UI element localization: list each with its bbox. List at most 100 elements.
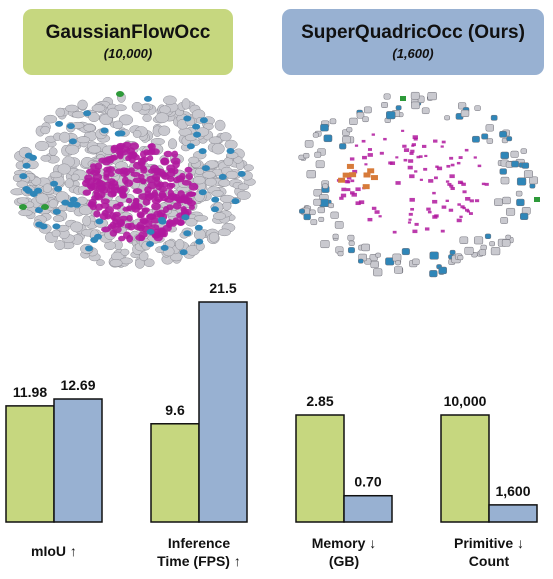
superquadric-primitive (456, 161, 461, 165)
superquadric-primitive (364, 163, 368, 166)
superquadric-primitive (516, 198, 525, 207)
gaussian-primitive (70, 173, 80, 181)
gaussian-primitive (93, 210, 101, 218)
superquadric-primitive (511, 160, 519, 168)
superquadric-primitive (313, 189, 323, 197)
gaussian-primitive (192, 175, 206, 185)
superquadric-primitive (440, 145, 444, 148)
superquadric-primitive (320, 240, 330, 249)
gaussian-primitive (194, 224, 203, 231)
superquadric-primitive (367, 153, 373, 157)
gaussian-primitive (195, 168, 205, 175)
gaussian-primitive (146, 155, 154, 162)
superquadric-primitive (350, 179, 355, 183)
superquadric-primitive (459, 215, 463, 218)
superquadric-primitive (340, 193, 347, 198)
superquadric-primitive (383, 137, 387, 141)
gaussian-primitive (54, 240, 66, 251)
gaussian-primitive (166, 182, 174, 191)
superquadric-primitive (506, 136, 513, 142)
gaussian-primitive (144, 193, 155, 201)
superquadric-primitive (395, 105, 402, 111)
superquadric-primitive (362, 184, 370, 190)
superquadric-primitive (469, 199, 474, 203)
gaussian-primitive (146, 175, 157, 184)
superquadric-primitive (363, 172, 371, 178)
gaussian-primitive (160, 244, 169, 251)
superquadric-primitive (499, 168, 507, 175)
superquadric-primitive (371, 133, 375, 136)
gaussian-primitive (187, 191, 197, 197)
superquadric-primitive (344, 180, 350, 184)
gaussian-primitive (236, 190, 251, 200)
superquadric-primitive (534, 197, 540, 202)
superquadric-primitive (450, 163, 455, 167)
data-label-superquadricocc-2: 0.70 (354, 474, 381, 490)
superquadric-primitive (427, 92, 437, 101)
gaussian-primitive (188, 182, 199, 191)
superquadric-primitive (489, 241, 496, 247)
gaussian-primitive (217, 228, 231, 237)
gaussian-primitive (107, 171, 115, 177)
superquadric-primitive (484, 233, 492, 239)
superquadric-primitive (412, 229, 418, 234)
gaussian-primitive (231, 198, 240, 205)
superquadric-primitive (395, 181, 401, 185)
gaussian-primitive (156, 209, 166, 217)
bar-gaussianflowocc-0 (5, 405, 55, 523)
gaussian-primitive (88, 112, 100, 123)
superquadric-primitive (429, 270, 438, 278)
gaussian-primitive (211, 196, 220, 203)
gaussian-primitive (185, 218, 198, 227)
superquadric-primitive (500, 151, 509, 160)
gaussian-primitive (136, 211, 144, 219)
superquadric-primitive (356, 112, 365, 119)
gaussian-primitive (112, 120, 124, 130)
data-label-gaussianflowocc-2: 2.85 (306, 393, 333, 409)
superquadric-primitive (424, 227, 430, 231)
gaussian-primitive (172, 202, 182, 210)
superquadricocc-title: SuperQuadricOcc (Ours) (301, 22, 525, 43)
gaussian-primitive (188, 156, 200, 164)
superquadric-primitive (346, 163, 354, 169)
superquadric-primitive (367, 168, 375, 174)
superquadricocc-title-box: SuperQuadricOcc (Ours) (1,600) (282, 9, 544, 75)
superquadric-primitive (468, 212, 473, 215)
superquadric-primitive (516, 177, 527, 186)
gaussian-primitive (243, 164, 254, 172)
metric-label-0-line-0: mIoU ↑ (31, 543, 77, 559)
superquadric-primitive (371, 206, 377, 210)
superquadric-primitive (410, 149, 415, 153)
gaussian-primitive (147, 168, 157, 174)
superquadric-primitive (449, 174, 455, 179)
superquadric-primitive (521, 162, 530, 169)
superquadric-primitive (317, 206, 325, 214)
superquadric-primitive (394, 266, 403, 274)
superquadric-primitive (474, 105, 481, 111)
superquadric-primitive (341, 187, 347, 192)
gaussian-primitive (85, 245, 94, 252)
gaussian-primitive (208, 231, 220, 243)
gaussian-primitive (65, 144, 80, 155)
superquadric-primitive (412, 258, 420, 266)
gaussian-primitive (184, 166, 193, 173)
gaussian-primitive (78, 205, 93, 216)
superquadric-primitive (378, 215, 382, 218)
superquadric-primitive (411, 143, 416, 147)
data-label-superquadricocc-0: 12.69 (60, 377, 95, 393)
gaussian-primitive (95, 218, 104, 225)
superquadric-primitive (361, 243, 370, 252)
gaussian-primitive (143, 95, 152, 102)
gaussian-primitive (123, 179, 134, 188)
superquadric-primitive (515, 190, 523, 197)
gaussian-primitive (116, 219, 125, 228)
gaussian-primitive (18, 209, 33, 217)
gaussian-primitive (50, 180, 59, 187)
superquadric-primitive (473, 236, 484, 245)
superquadric-primitive (473, 156, 477, 159)
bar-gaussianflowocc-1 (150, 423, 200, 523)
superquadric-primitive (348, 240, 355, 246)
superquadric-primitive (502, 196, 511, 205)
superquadric-primitive (313, 198, 322, 206)
gaussian-primitive (178, 172, 186, 181)
